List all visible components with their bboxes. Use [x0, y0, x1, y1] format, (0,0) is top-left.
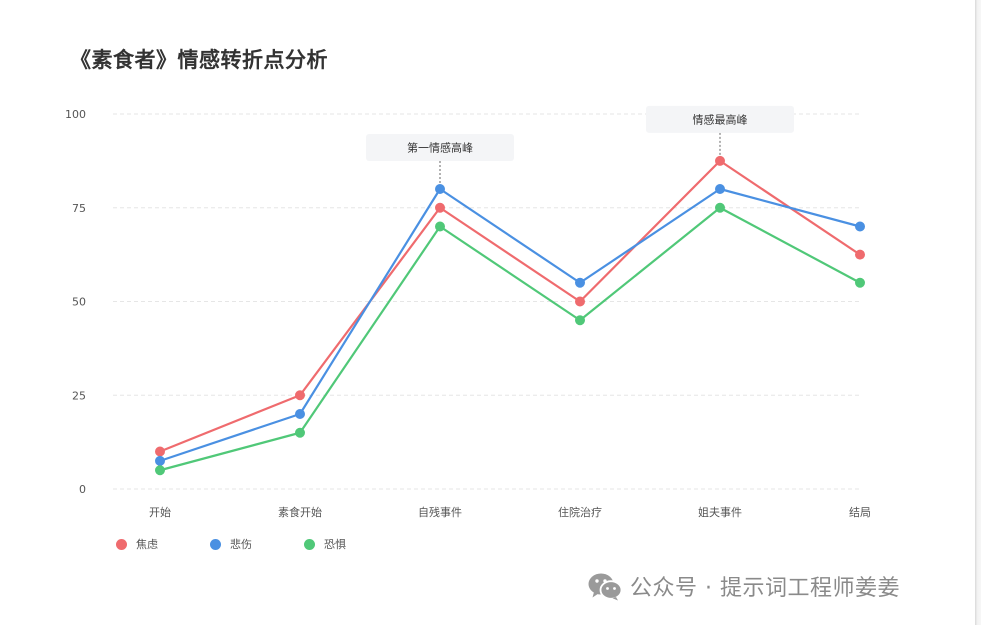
legend-label: 焦虑 [136, 538, 158, 551]
data-point [155, 465, 165, 476]
y-tick-label: 0 [79, 483, 86, 496]
x-tick-label: 自残事件 [418, 505, 462, 519]
series-line [159, 206, 861, 472]
data-point [855, 277, 865, 288]
data-point [715, 155, 725, 166]
wechat-icon [588, 573, 623, 601]
legend-item[interactable]: 恐惧 [304, 536, 346, 552]
annotation-box [646, 105, 794, 133]
legend-marker [210, 538, 221, 550]
annotation-box [366, 134, 514, 161]
legend-label: 悲伤 [230, 538, 252, 551]
data-point [155, 455, 165, 466]
legend-marker [304, 538, 315, 550]
data-point [715, 202, 725, 213]
annotation-label: 情感最高峰 [693, 112, 748, 126]
series-line [159, 159, 861, 453]
data-point [155, 446, 165, 457]
data-point [295, 409, 305, 419]
data-point [295, 390, 305, 401]
y-tick-label: 50 [72, 296, 86, 309]
y-tick-label: 100 [65, 108, 86, 121]
data-point [575, 315, 585, 326]
x-tick-label: 开始 [149, 505, 171, 519]
x-tick-label: 结局 [849, 506, 871, 519]
x-tick-label: 住院治疗 [558, 505, 602, 519]
data-point [575, 296, 585, 307]
data-point [855, 221, 865, 232]
data-point [435, 202, 445, 213]
data-point [435, 184, 445, 194]
data-point [295, 427, 305, 438]
watermark-text: 公众号 · 提示词工程师姜姜 [630, 576, 900, 601]
data-point [435, 221, 445, 232]
page-right-edge [975, 0, 981, 625]
data-point [575, 277, 585, 288]
data-point [715, 184, 725, 194]
x-tick-label: 素食开始 [278, 505, 322, 519]
series-line [159, 187, 861, 462]
annotation-label: 第一情感高峰 [407, 141, 473, 155]
legend-item[interactable]: 悲伤 [210, 536, 252, 552]
chart-title: 《素食者》情感转折点分析 [70, 48, 328, 72]
watermark: 公众号 · 提示词工程师姜姜 [587, 568, 900, 604]
y-tick-label: 75 [72, 202, 86, 215]
data-point [855, 249, 865, 260]
x-tick-label: 姐夫事件 [698, 505, 742, 519]
legend-item[interactable]: 焦虑 [116, 536, 158, 552]
y-tick-label: 25 [72, 389, 86, 402]
legend-label: 恐惧 [324, 538, 346, 551]
legend-marker [116, 538, 127, 550]
